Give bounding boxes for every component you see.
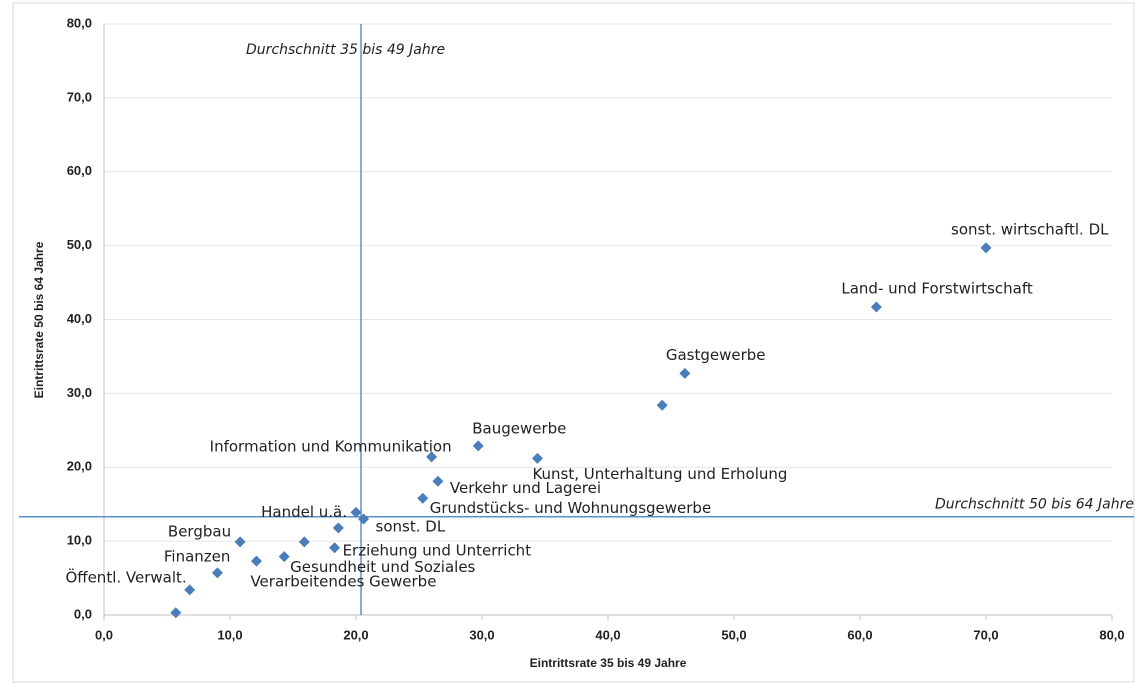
y-tick-label: 40,0 xyxy=(67,311,92,326)
x-tick-label: 40,0 xyxy=(595,627,620,642)
point xyxy=(472,440,484,452)
point-label: Gesundheit und Soziales xyxy=(290,558,475,576)
y-tick-label: 80,0 xyxy=(67,15,92,30)
point xyxy=(332,522,344,534)
x-axis-title: Eintrittsrate 35 bis 49 Jahre xyxy=(530,656,687,670)
point xyxy=(184,584,196,596)
x-tick-label: 60,0 xyxy=(847,627,872,642)
point xyxy=(234,536,246,548)
point xyxy=(426,451,438,463)
point xyxy=(656,399,668,411)
point xyxy=(980,242,992,254)
x-tick-label: 80,0 xyxy=(1099,627,1124,642)
y-axis-title: Eintrittsrate 50 bis 64 Jahre xyxy=(32,241,46,398)
y-tick-label: 10,0 xyxy=(67,533,92,548)
point-label: Gastgewerbe xyxy=(666,346,766,364)
point xyxy=(250,555,262,567)
point xyxy=(170,607,182,619)
reference-label: Durchschnitt 35 bis 49 Jahre xyxy=(246,42,445,58)
point-label: Verarbeitendes Gewerbe xyxy=(250,573,436,591)
y-tick-label: 20,0 xyxy=(67,459,92,474)
point-label: Bergbau xyxy=(168,522,231,540)
x-tick-label: 10,0 xyxy=(217,627,242,642)
point-label: Erziehung und Unterricht xyxy=(343,541,532,559)
point-label: Öffentl. Verwalt. xyxy=(65,567,186,586)
y-tick-label: 0,0 xyxy=(74,606,92,621)
point xyxy=(329,542,341,554)
point xyxy=(417,492,429,504)
x-tick-label: 20,0 xyxy=(343,627,368,642)
x-tick-label: 70,0 xyxy=(973,627,998,642)
point xyxy=(679,367,691,379)
point xyxy=(278,551,290,563)
point-label: Handel u.ä. xyxy=(261,503,347,521)
point-label: sonst. wirtschaftl. DL xyxy=(951,220,1109,238)
point-label: Land- und Forstwirtschaft xyxy=(841,279,1032,297)
point xyxy=(531,452,543,464)
y-tick-label: 30,0 xyxy=(67,385,92,400)
point xyxy=(870,301,882,313)
point-label: Grundstücks- und Wohnungsgewerbe xyxy=(430,499,711,517)
point-label: sonst. DL xyxy=(376,517,446,535)
x-tick-label: 30,0 xyxy=(469,627,494,642)
point-label: Kunst, Unterhaltung und Erholung xyxy=(532,465,787,483)
x-tick-label: 0,0 xyxy=(95,627,113,642)
point xyxy=(432,475,444,487)
reference-label: Durchschnitt 50 bis 64 Jahre xyxy=(935,497,1134,513)
x-tick-label: 50,0 xyxy=(721,627,746,642)
point-label: Finanzen xyxy=(164,547,231,565)
point xyxy=(211,567,223,579)
y-tick-label: 60,0 xyxy=(67,163,92,178)
y-tick-label: 50,0 xyxy=(67,237,92,252)
point-label: Information und Kommunikation xyxy=(210,437,452,455)
point xyxy=(358,513,370,525)
chart-frame xyxy=(12,2,1135,683)
y-tick-label: 70,0 xyxy=(67,89,92,104)
point-label: Verkehr und Lagerei xyxy=(450,479,601,497)
point xyxy=(298,536,310,548)
point xyxy=(350,506,362,518)
point-label: Baugewerbe xyxy=(472,419,566,437)
